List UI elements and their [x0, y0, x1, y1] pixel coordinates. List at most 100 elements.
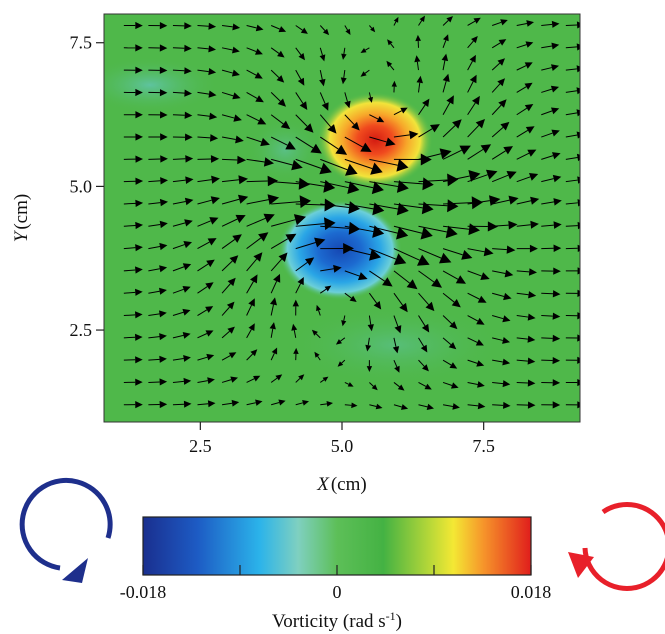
velocity-arrow-shaft: [442, 248, 463, 256]
velocity-arrow-head: [299, 195, 311, 209]
velocity-arrow-head: [415, 34, 421, 42]
velocity-arrow-shaft: [516, 315, 529, 318]
velocity-arrow-shaft: [246, 281, 254, 294]
velocity-arrow-head: [451, 299, 461, 308]
velocity-arrow-shaft: [442, 125, 456, 138]
velocity-arrow-shaft: [516, 107, 528, 116]
velocity-arrow-shaft: [295, 241, 316, 250]
velocity-arrow-shaft: [393, 21, 397, 26]
velocity-arrow-shaft: [541, 132, 553, 138]
velocity-arrow-head: [345, 163, 358, 176]
velocity-arrow-shaft: [389, 65, 395, 71]
velocity-arrow-head: [424, 383, 432, 390]
velocity-arrow-head: [280, 120, 291, 130]
velocity-arrow-shaft: [416, 61, 419, 71]
velocity-arrow-head: [298, 177, 311, 190]
velocity-arrow-head: [135, 333, 143, 341]
velocity-arrow-shaft: [467, 20, 476, 26]
velocity-arrow-head: [446, 95, 454, 105]
velocity-arrow-shaft: [492, 404, 504, 406]
velocity-arrow-shaft: [467, 174, 488, 183]
velocity-arrow-head: [426, 403, 434, 410]
velocity-arrow-head: [160, 155, 168, 163]
velocity-arrow-shaft: [393, 248, 420, 261]
velocity-arrow-head: [278, 252, 288, 262]
velocity-arrow-head: [341, 53, 347, 60]
velocity-arrow-head: [160, 111, 168, 119]
velocity-arrow-head: [304, 123, 314, 133]
velocity-arrow-head: [439, 148, 452, 160]
velocity-arrow-head: [205, 330, 214, 337]
velocity-arrow-shaft: [541, 337, 553, 339]
velocity-arrow-head: [135, 401, 143, 409]
velocity-arrow-shaft: [221, 402, 233, 406]
velocity-arrow-head: [524, 62, 533, 69]
velocity-arrow-head: [530, 196, 540, 205]
velocity-arrow-head: [393, 16, 399, 23]
velocity-arrow-head: [316, 304, 321, 312]
velocity-arrow-shaft: [246, 258, 258, 272]
velocity-arrow-head: [414, 55, 421, 63]
velocity-arrow-head: [417, 254, 430, 266]
velocity-arrow-head: [291, 159, 303, 171]
velocity-arrow-shaft: [418, 270, 435, 283]
velocity-arrow-shaft: [541, 178, 554, 183]
velocity-arrow-head: [553, 267, 561, 275]
velocity-arrow-shaft: [246, 47, 257, 53]
velocity-arrow-head: [135, 133, 143, 141]
velocity-arrow-shaft: [369, 114, 379, 120]
velocity-arrow-shaft: [197, 24, 209, 27]
velocity-arrow-head: [159, 89, 168, 97]
velocity-arrow-shaft: [418, 337, 425, 347]
velocity-arrow-head: [258, 232, 269, 242]
velocity-arrow-shaft: [319, 114, 332, 128]
velocity-arrow-head: [394, 325, 402, 334]
velocity-arrow-shaft: [442, 40, 447, 48]
velocity-arrow-shaft: [344, 248, 371, 256]
velocity-arrow-head: [416, 75, 423, 84]
velocity-arrow-head: [314, 351, 320, 358]
velocity-arrow-shaft: [442, 225, 470, 230]
velocity-arrow-shaft: [344, 25, 349, 31]
velocity-arrow-head: [445, 225, 458, 239]
velocity-arrow-shaft: [295, 136, 314, 149]
velocity-arrow-head: [248, 298, 255, 307]
velocity-arrow-shaft: [442, 149, 462, 160]
velocity-arrow-head: [305, 257, 315, 266]
velocity-arrow-shaft: [172, 179, 186, 183]
velocity-arrow-shaft: [341, 359, 346, 364]
velocity-arrow-head: [553, 221, 562, 229]
velocity-arrow-shaft: [148, 381, 160, 383]
velocity-arrow-head: [577, 221, 580, 230]
colorbar-tick-label: -0.018: [120, 582, 167, 602]
velocity-arrow-shaft: [148, 180, 161, 183]
velocity-arrow-head: [208, 68, 217, 76]
velocity-arrow-shaft: [270, 92, 281, 102]
velocity-arrow-head: [477, 381, 485, 388]
velocity-arrow-shaft: [442, 80, 447, 93]
velocity-arrow-shaft: [418, 20, 423, 26]
velocity-arrow-head: [476, 317, 485, 325]
velocity-arrow-shaft: [541, 292, 554, 295]
velocity-arrow-head: [371, 181, 384, 195]
velocity-arrow-shaft: [221, 136, 236, 140]
velocity-arrow-shaft: [172, 380, 184, 383]
velocity-arrow-head: [396, 202, 409, 216]
velocity-arrow-head: [182, 286, 191, 293]
velocity-arrow-shaft: [270, 69, 280, 78]
counterclockwise-arrowhead-icon: [62, 558, 88, 583]
y-axis-label: Y(cm): [11, 194, 32, 242]
velocity-arrow-shaft: [197, 136, 211, 139]
velocity-arrow-head: [297, 277, 304, 286]
velocity-arrow-head: [210, 134, 219, 142]
velocity-arrow-shaft: [516, 129, 529, 138]
velocity-arrow-head: [135, 44, 143, 52]
velocity-arrow-shaft: [295, 25, 303, 31]
velocity-arrow-head: [326, 401, 333, 407]
velocity-arrow-head: [182, 263, 192, 271]
velocity-arrow-head: [227, 277, 236, 287]
velocity-arrow-head: [207, 377, 215, 384]
velocity-arrow-shaft: [467, 200, 490, 205]
velocity-arrow-head: [351, 402, 358, 409]
velocity-arrow-head: [182, 308, 191, 316]
